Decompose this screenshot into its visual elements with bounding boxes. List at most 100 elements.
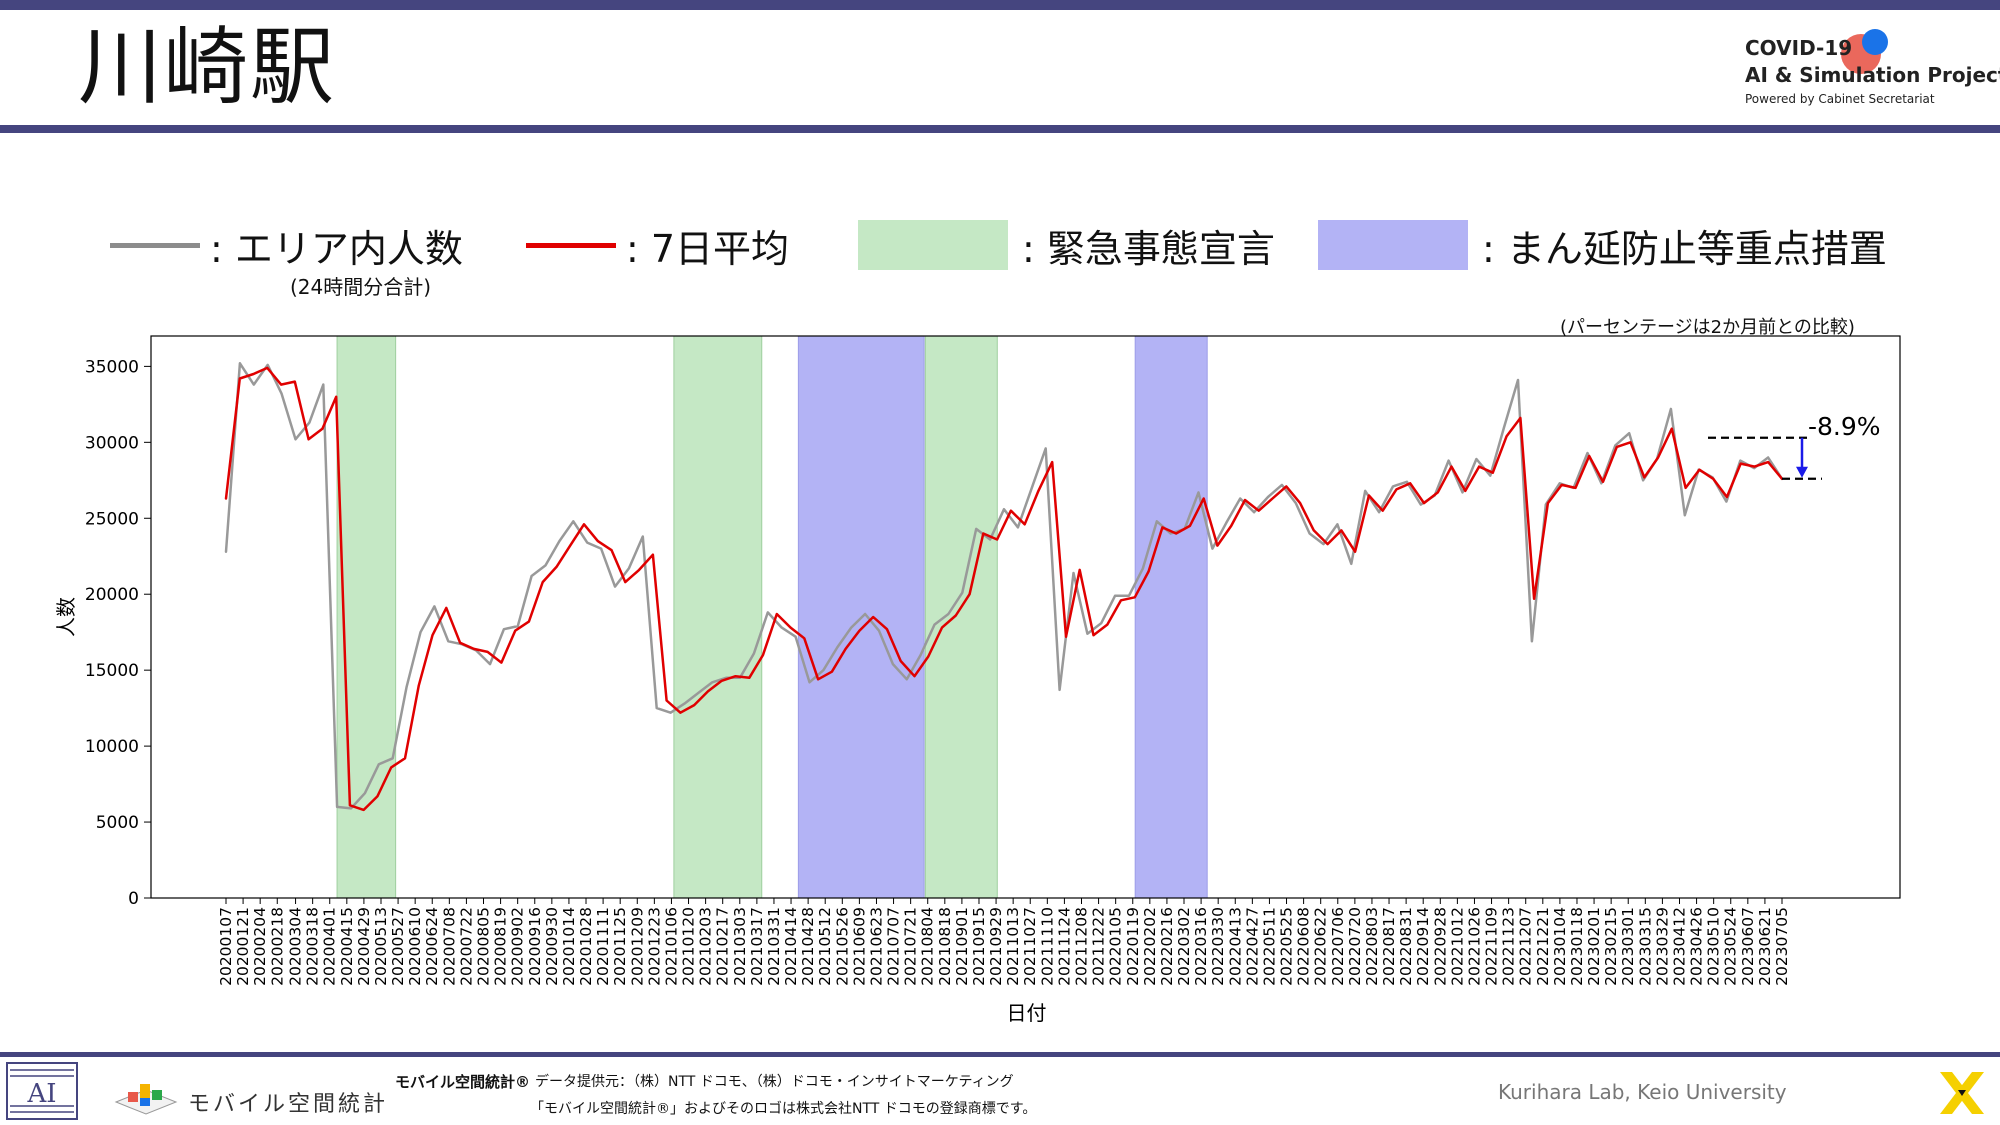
x-tick-label-12: 20200624 — [423, 907, 441, 986]
y-tick-label-0: 0 — [128, 889, 139, 909]
raw-series-line — [224, 362, 1784, 810]
x-tick-label-78: 20230104 — [1551, 907, 1569, 986]
x-tick-label-90: 20230621 — [1756, 907, 1774, 986]
x-tick-label-34: 20210428 — [799, 907, 817, 986]
emergency-band-1 — [673, 335, 763, 899]
logo-dots-icon — [1841, 29, 1888, 74]
legend-avg7: : 7日平均 — [526, 215, 789, 275]
logo-tagline: Powered by Cabinet Secretariat — [1745, 92, 1935, 106]
x-tick-label-1: 20200121 — [234, 907, 252, 986]
y-tick-label-6: 30000 — [85, 433, 139, 453]
x-tick-label-21: 20201028 — [577, 907, 595, 986]
x-tick-label-37: 20210609 — [850, 907, 868, 986]
emergency-band-2 — [924, 335, 998, 899]
x-tick-label-79: 20230118 — [1568, 907, 1586, 986]
y-axis-title: 人数 — [54, 597, 78, 637]
cubes-icon — [114, 1084, 178, 1115]
line-chart: 0 5000 10000 15000 20000 25000 30000 35000 20200… — [54, 335, 1901, 1025]
x-tick-label-33: 20210414 — [782, 907, 800, 986]
legend-emergency-label: : 緊急事態宣言 — [1022, 226, 1275, 271]
x-tick-label-45: 20210929 — [987, 907, 1005, 986]
legend-emergency: : 緊急事態宣言 — [858, 215, 1275, 275]
legend-area-people: : エリア内人数 — [110, 215, 463, 275]
x-tick-label-63: 20220608 — [1295, 907, 1313, 986]
x-tick-label-51: 20211222 — [1090, 907, 1108, 986]
x-tick-label-25: 20201223 — [645, 907, 663, 986]
footer-rule — [0, 1052, 2000, 1057]
annotation-arrow-head — [1796, 466, 1808, 478]
x-tick-label-42: 20210818 — [936, 907, 954, 986]
x-tick-label-41: 20210804 — [919, 907, 937, 986]
x-tick-label-60: 20220427 — [1243, 907, 1261, 986]
x-tick-label-15: 20200805 — [475, 907, 493, 986]
green-swatch — [858, 220, 1008, 270]
x-tick-label-14: 20200722 — [457, 907, 475, 986]
x-tick-label-7: 20200415 — [338, 907, 356, 986]
footer-trademark: 「モバイル空間統計®」およびそのロゴは株式会社NTT ドコモの登録商標です。 — [530, 1101, 1037, 1117]
y-tick-label-3: 15000 — [85, 661, 139, 681]
annotation-label: -8.9% — [1808, 412, 1881, 441]
x-tick-label-11: 20200610 — [406, 907, 424, 986]
y-tick-label-4: 20000 — [85, 585, 139, 605]
x-tick-label-9: 20200513 — [372, 907, 390, 986]
y-tick-label-2: 10000 — [85, 737, 139, 757]
x-tick-label-62: 20220525 — [1278, 907, 1296, 986]
x-tick-label-49: 20211124 — [1055, 907, 1073, 986]
page-title: 川崎駅 — [78, 18, 337, 116]
x-tick-label-50: 20211208 — [1072, 907, 1090, 986]
x-tick-label-75: 20221123 — [1500, 907, 1518, 986]
x-tick-label-87: 20230510 — [1705, 907, 1723, 986]
x-tick-label-77: 20221221 — [1534, 907, 1552, 986]
x-tick-label-53: 20220119 — [1124, 907, 1142, 986]
x-tick-label-91: 20230705 — [1773, 907, 1791, 986]
logo-title: COVID-19 — [1745, 36, 1853, 60]
x-tick-label-71: 20220928 — [1431, 907, 1449, 986]
x-tick-label-39: 20210707 — [885, 907, 903, 986]
project-logo: COVID-19 AI & Simulation Project Powered… — [1745, 28, 2000, 118]
x-tick-label-86: 20230426 — [1688, 907, 1706, 986]
gray-line-swatch — [110, 242, 200, 248]
plot-frame — [150, 335, 1901, 899]
x-tick-label-13: 20200708 — [440, 907, 458, 986]
x-tick-label-5: 20200318 — [304, 907, 322, 986]
x-tick-label-44: 20210915 — [970, 907, 988, 986]
manen-band-1 — [1134, 335, 1208, 899]
x-tick-label-61: 20220511 — [1260, 907, 1278, 986]
x-tick-label-30: 20210303 — [731, 907, 749, 986]
x-tick-label-29: 20210217 — [714, 907, 732, 986]
x-tick-label-32: 20210331 — [765, 907, 783, 986]
x-tick-label-23: 20201125 — [611, 907, 629, 986]
legend-avg7-label: : 7日平均 — [626, 226, 790, 271]
x-tick-label-46: 20211013 — [1004, 907, 1022, 986]
x-tick-label-4: 20200304 — [287, 907, 305, 986]
x-tick-label-72: 20221012 — [1448, 907, 1466, 986]
x-tick-label-67: 20220803 — [1363, 907, 1381, 986]
emergency-band-0 — [336, 335, 397, 899]
legend-area-people-sub: (24時間分合計) — [290, 275, 432, 299]
y-tick-label-1: 5000 — [96, 813, 139, 833]
legend-manen: : まん延防止等重点措置 — [1318, 215, 1887, 275]
legend-manen-label: : まん延防止等重点措置 — [1482, 226, 1887, 271]
x-tick-label-88: 20230524 — [1722, 907, 1740, 986]
x-tick-label-55: 20220216 — [1158, 907, 1176, 986]
x-tick-label-8: 20200429 — [355, 907, 373, 986]
x-tick-label-10: 20200527 — [389, 907, 407, 986]
x-tick-label-82: 20230301 — [1619, 907, 1637, 986]
x-tick-label-73: 20221026 — [1465, 907, 1483, 986]
y-tick-label-5: 25000 — [85, 509, 139, 529]
x-tick-label-54: 20220202 — [1141, 907, 1159, 986]
x-tick-label-76: 20221207 — [1517, 907, 1535, 986]
x-tick-label-68: 20220817 — [1380, 907, 1398, 986]
x-tick-label-35: 20210512 — [816, 907, 834, 986]
x-tick-label-20: 20201014 — [560, 907, 578, 986]
x-tick-label-57: 20220316 — [1192, 907, 1210, 986]
footer-lab: Kurihara Lab, Keio University — [1498, 1080, 1787, 1104]
x-tick-label-6: 20200401 — [321, 907, 339, 986]
x-tick-label-17: 20200902 — [509, 907, 527, 986]
chart-note: (パーセンテージは2か月前との比較) — [1560, 317, 1855, 338]
x-tick-label-38: 20210623 — [867, 907, 885, 986]
x-tick-label-69: 20220831 — [1397, 907, 1415, 986]
blue-swatch — [1318, 220, 1468, 270]
x-tick-label-74: 20221109 — [1483, 907, 1501, 986]
mobile-stats-logo-text: モバイル空間統計 — [188, 1092, 389, 1117]
